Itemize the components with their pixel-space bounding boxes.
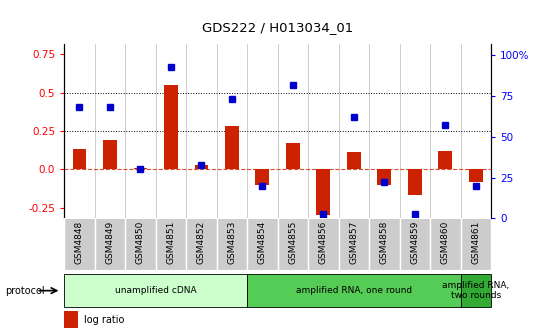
Bar	[217, 218, 247, 270]
Text: GDS222 / H013034_01: GDS222 / H013034_01	[202, 20, 353, 34]
Bar	[133, 168, 147, 169]
Text: GSM4848: GSM4848	[75, 221, 84, 264]
Bar	[195, 165, 208, 169]
Bar	[64, 274, 247, 307]
Bar	[156, 218, 186, 270]
Bar	[308, 218, 339, 270]
Text: protocol: protocol	[6, 286, 45, 296]
Bar	[460, 218, 491, 270]
Bar	[186, 218, 217, 270]
Text: GSM4855: GSM4855	[288, 221, 297, 264]
Bar	[408, 169, 422, 196]
Text: GSM4858: GSM4858	[380, 221, 389, 264]
Text: GSM4857: GSM4857	[349, 221, 358, 264]
Text: GSM4852: GSM4852	[197, 221, 206, 264]
Text: unamplified cDNA: unamplified cDNA	[115, 286, 196, 295]
Bar	[73, 150, 86, 169]
Bar	[430, 218, 460, 270]
Bar	[369, 218, 400, 270]
Bar	[469, 169, 483, 182]
Text: amplified RNA,
two rounds: amplified RNA, two rounds	[442, 281, 509, 300]
Bar	[247, 274, 460, 307]
Bar	[286, 143, 300, 169]
Bar	[339, 218, 369, 270]
Bar	[103, 140, 117, 169]
Bar	[460, 274, 491, 307]
Bar	[400, 218, 430, 270]
Text: GSM4856: GSM4856	[319, 221, 328, 264]
Bar	[64, 218, 95, 270]
Bar	[225, 126, 239, 169]
Text: GSM4849: GSM4849	[105, 221, 114, 264]
Text: GSM4851: GSM4851	[166, 221, 175, 264]
Bar	[164, 85, 178, 169]
Bar	[278, 218, 308, 270]
Bar	[439, 151, 452, 169]
Text: log ratio: log ratio	[84, 314, 124, 325]
Text: GSM4853: GSM4853	[227, 221, 237, 264]
Text: GSM4854: GSM4854	[258, 221, 267, 264]
Bar	[347, 153, 360, 169]
Bar	[316, 169, 330, 215]
Bar	[95, 218, 125, 270]
Bar	[377, 169, 391, 185]
Bar	[256, 169, 269, 185]
Text: GSM4859: GSM4859	[410, 221, 419, 264]
Text: GSM4860: GSM4860	[441, 221, 450, 264]
Text: GSM4861: GSM4861	[472, 221, 480, 264]
Text: GSM4850: GSM4850	[136, 221, 145, 264]
Bar	[247, 218, 277, 270]
Text: amplified RNA, one round: amplified RNA, one round	[296, 286, 412, 295]
Bar	[125, 218, 156, 270]
Bar	[64, 311, 78, 328]
